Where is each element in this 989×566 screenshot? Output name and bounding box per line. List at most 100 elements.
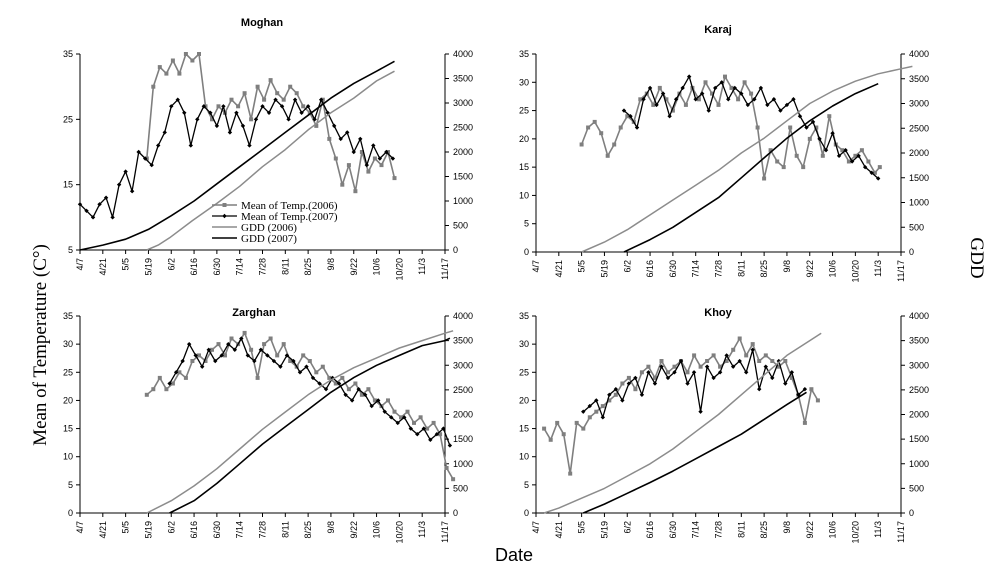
x-tick-label: 5/19 <box>143 258 153 276</box>
data-point <box>294 91 299 96</box>
y-tick-label: 35 <box>519 311 529 321</box>
series-1 <box>581 347 808 420</box>
y-tick-label: 15 <box>519 162 529 172</box>
data-point <box>157 65 162 70</box>
data-point <box>286 117 291 122</box>
data-point <box>144 392 149 397</box>
data-point <box>170 58 175 63</box>
x-tick-label: 7/28 <box>258 521 268 539</box>
data-point <box>384 149 389 155</box>
data-point <box>216 104 221 109</box>
data-point <box>869 170 874 175</box>
data-point <box>405 409 410 414</box>
y-tick-label: 15 <box>519 424 529 434</box>
data-point <box>219 353 224 358</box>
x-tick-label: 11/3 <box>417 258 427 275</box>
y2-tick-label: 1000 <box>909 459 929 469</box>
data-point <box>788 125 793 130</box>
data-point <box>151 84 156 89</box>
data-point <box>581 409 586 414</box>
data-point <box>390 156 396 161</box>
series-line <box>169 337 451 446</box>
x-tick-label: 6/2 <box>622 260 632 273</box>
x-tick-label: 7/28 <box>714 521 724 539</box>
data-point <box>149 162 154 168</box>
data-point <box>242 330 247 335</box>
data-point <box>333 381 338 386</box>
data-point <box>652 381 658 386</box>
data-point <box>359 150 364 154</box>
data-point <box>797 114 803 119</box>
legend-label: Mean of Temp.(2006) <box>241 200 338 212</box>
data-point <box>377 156 383 161</box>
series-line <box>543 332 822 514</box>
data-point <box>872 170 877 175</box>
x-tick-label: 6/16 <box>645 521 655 539</box>
data-point <box>752 97 757 102</box>
y-tick-label: 20 <box>519 395 529 405</box>
data-point <box>770 359 775 363</box>
x-tick-label: 6/16 <box>645 260 655 278</box>
data-point <box>177 370 182 375</box>
data-point <box>758 85 764 91</box>
data-point <box>750 342 755 347</box>
series-2 <box>146 70 395 251</box>
x-tick-label: 5/5 <box>577 260 587 273</box>
data-point <box>173 370 179 375</box>
data-point <box>599 131 604 136</box>
data-point <box>169 104 174 109</box>
y-tick-label: 10 <box>63 452 73 462</box>
data-point <box>660 91 666 96</box>
x-tick-label: 10/20 <box>850 260 860 283</box>
data-point <box>97 202 102 207</box>
data-point <box>755 125 760 130</box>
data-point <box>288 359 293 363</box>
x-tick-label: 8/25 <box>759 521 769 539</box>
data-point <box>765 102 770 108</box>
data-point <box>555 420 560 425</box>
x-tick-label: 10/20 <box>394 521 404 544</box>
data-point <box>210 347 214 352</box>
x-tick-label: 7/14 <box>691 521 701 539</box>
y2-tick-label: 1000 <box>453 196 473 206</box>
data-point <box>579 142 584 147</box>
data-point <box>778 108 783 113</box>
data-point <box>634 125 640 130</box>
data-point <box>260 104 265 109</box>
data-point <box>696 97 701 102</box>
data-point <box>628 114 633 119</box>
data-point <box>255 84 260 89</box>
data-point <box>275 353 280 358</box>
data-point <box>346 163 351 168</box>
y2-tick-label: 500 <box>909 483 924 493</box>
x-tick-label: 6/30 <box>668 260 678 278</box>
y2-tick-label: 2500 <box>453 385 473 395</box>
data-point <box>586 125 591 130</box>
x-tick-label: 9/8 <box>782 260 792 273</box>
data-point <box>739 91 744 96</box>
data-point <box>647 85 653 91</box>
data-point <box>613 392 618 397</box>
data-point <box>402 415 407 420</box>
x-tick-label: 8/25 <box>303 521 313 539</box>
data-point <box>349 398 355 403</box>
x-tick-label: 7/14 <box>691 260 701 278</box>
data-point <box>372 398 377 403</box>
data-point <box>434 432 440 437</box>
data-point <box>749 91 754 96</box>
y-tick-label: 15 <box>63 424 73 434</box>
data-point <box>333 156 338 161</box>
data-point <box>297 370 303 375</box>
data-point <box>791 97 796 102</box>
x-tick-label: 11/17 <box>896 260 906 282</box>
y2-axis-label: GDD <box>966 237 987 278</box>
data-point <box>314 123 319 128</box>
data-point <box>862 164 868 170</box>
data-point <box>232 347 237 352</box>
x-tick-label: 5/19 <box>143 521 153 539</box>
series-0 <box>144 52 397 194</box>
data-point <box>711 375 716 381</box>
x-tick-label: 11/17 <box>896 521 906 543</box>
y2-tick-label: 2000 <box>453 147 473 157</box>
data-point <box>639 370 644 375</box>
